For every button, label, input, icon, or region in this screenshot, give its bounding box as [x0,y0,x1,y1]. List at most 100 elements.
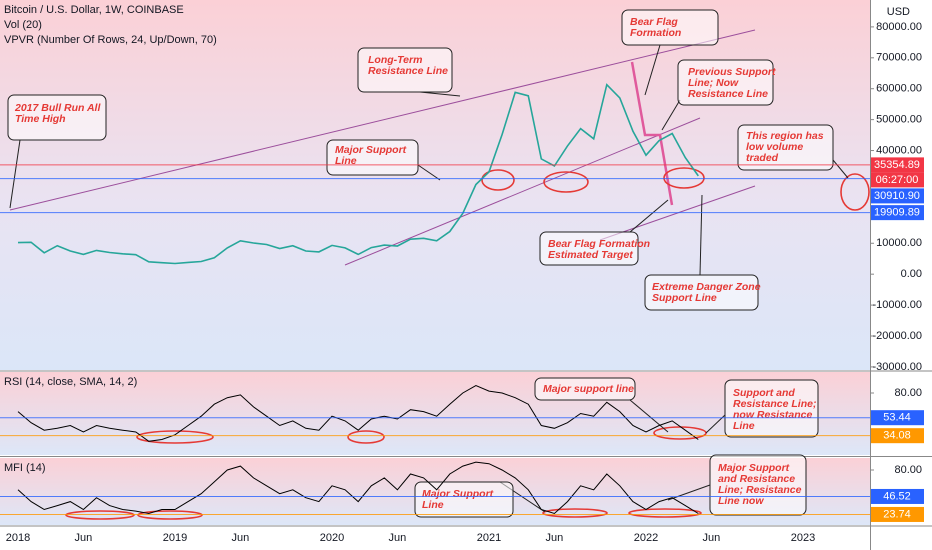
annotation-box [621,9,719,46]
countdown-tag [871,172,924,188]
highlight [65,510,135,520]
price-tag-label: 23.74 [883,508,911,520]
y-tick-label: -20000.00 [872,330,922,342]
annotation-box [737,124,834,171]
annotation-text: low volume [746,141,803,153]
annotation-text: Resistance Line; [733,398,816,410]
highlight [663,167,705,189]
panel-subtitle: Vol (20) [4,19,42,31]
annotation-text: Major Support [335,144,407,156]
annotation-text: Major Support [718,462,790,474]
annotation-pointer [417,164,441,181]
series-line [17,461,699,515]
x-tick-label: Jun [232,532,250,544]
highlight [543,171,589,193]
highlight [137,510,203,520]
annotation-text: Resistance Line [368,65,448,77]
annotation-text: traded [746,152,779,164]
annotation-pointer [419,91,461,97]
annotation-text: 2017 Bull Run All [14,102,101,114]
highlight [542,508,608,518]
highlight [136,430,214,444]
x-tick-label: Jun [389,532,407,544]
highlight [481,169,515,191]
price-tag [871,205,924,221]
annotation-text: Line [422,499,444,511]
annotation-text: Extreme Danger Zone [652,281,761,293]
annotation-text: Resistance Line [688,88,768,100]
annotation-pointer [699,194,703,276]
panel-subtitle: VPVR (Number Of Rows, 24, Up/Down, 70) [4,34,217,46]
price-tag-label: 19909.89 [874,207,920,219]
annotation-text: and Resistance [718,473,795,485]
x-tick-label: 2020 [320,532,344,544]
price-tag [871,506,924,522]
y-tick-label: 80.00 [894,387,922,399]
annotation-pointer [667,484,711,501]
y-tick-label: 80.00 [894,464,922,476]
annotation-text: Line; Now [688,77,739,89]
bear-flag [630,61,674,206]
countdown-label: 06:27:00 [876,174,919,186]
annotation-text: Long-Term [368,54,422,66]
annotation-box [326,139,419,176]
price-tag-label: 35354.89 [874,159,920,171]
x-tick-label: 2022 [634,532,658,544]
price-tag-label: 53.44 [883,412,911,424]
annotation-box [7,94,107,141]
y-tick-label: 70000.00 [876,52,922,64]
annotation-box [534,377,636,401]
price-tag [871,428,924,444]
annotation-text: Bear Flag [630,16,678,28]
highlight [840,173,870,211]
x-tick-label: Jun [75,532,93,544]
annotation-box [414,481,514,518]
x-tick-label: 2018 [6,532,30,544]
annotation-pointer [644,44,661,96]
y-tick-label: 80000.00 [876,21,922,33]
annotation-text: Support and [733,387,795,399]
price-tag-label: 30910.90 [874,190,920,202]
x-tick-label: 2019 [163,532,187,544]
y-tick-label: 10000.00 [876,237,922,249]
panel-title: MFI (14) [4,462,46,474]
price-tag [871,188,924,204]
annotation-text: Support Line [652,292,717,304]
x-tick-label: 2023 [791,532,815,544]
annotation-box [357,47,453,93]
annotation-box [724,379,819,438]
y-tick-label: -30000.00 [872,361,922,373]
y-tick-label: -10000.00 [872,299,922,311]
drawings [9,29,870,520]
axis-unit: USD [887,6,910,18]
y-tick-label: 50000.00 [876,114,922,126]
trend-line [9,29,756,211]
price-tag [871,410,924,426]
annotation-pointer [9,139,21,209]
y-tick-label: 0.00 [901,268,922,280]
annotation-pointer [629,399,669,433]
x-tick-label: 2021 [477,532,501,544]
annotation-text: This region has [746,130,824,142]
y-tick-label: 60000.00 [876,83,922,95]
trend-line [344,117,701,266]
annotation-text: Line; Resistance [718,484,802,496]
price-tag [871,157,924,173]
highlight [347,430,385,444]
price-tag-label: 46.52 [883,490,911,502]
annotation-text: Formation [630,27,681,39]
annotation-text: Previous Support [688,66,776,78]
highlight [628,508,702,518]
annotation-pointer [832,159,849,179]
annotation-pointer [661,99,681,131]
annotation-pointer [629,199,669,233]
price-tag-label: 34.08 [883,430,911,442]
annotation-box [539,231,639,266]
annotation-box [709,454,807,516]
annotation-text: Estimated Target [548,249,633,261]
panel-title: RSI (14, close, SMA, 14, 2) [4,376,137,388]
annotation-text: Time High [15,113,66,125]
annotation-text: Major support line [543,383,634,395]
